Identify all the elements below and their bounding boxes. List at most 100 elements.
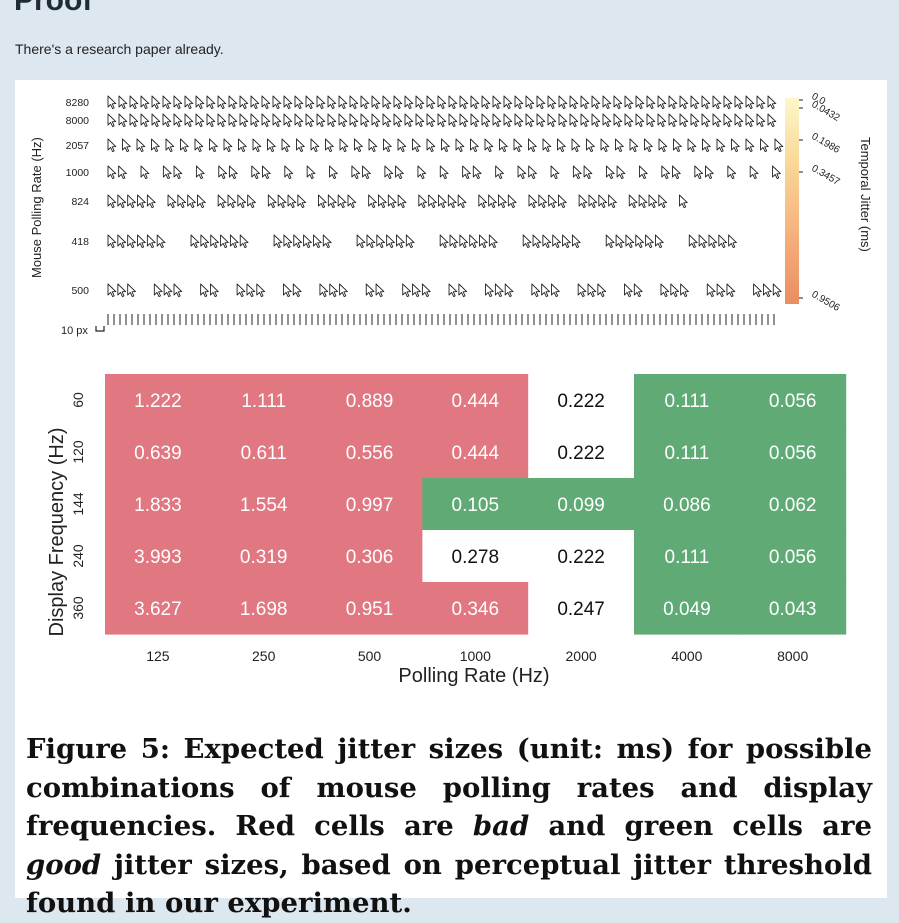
heatmap-cell [422,426,529,479]
polling-rate-tick-label: 824 [71,196,89,208]
heatmap-cell-value: 0.049 [663,599,711,620]
cursor-plot: Mouse Polling Rate (Hz) 8280 8000 2057 1000… [29,91,873,337]
heatmap-cell-value: 0.444 [452,391,500,412]
heatmap-cell-value: 1.833 [134,495,182,516]
heatmap-cell-value: 0.556 [346,443,394,464]
heatmap-cell [316,530,423,583]
heatmap-cell [739,426,847,479]
heatmap-cell [634,530,741,583]
heatmap-cell [105,530,212,583]
heatmap-cell [528,478,635,531]
caption-good-word: good [26,848,102,881]
heatmap-cell [105,374,212,427]
heatmap-y-tick-label: 360 [70,596,86,620]
heatmap-cell [316,582,423,635]
heatmap-cell [210,530,318,583]
intro-text: There's a research paper already. [15,41,224,57]
heatmap-cell-value: 0.951 [346,599,394,620]
heatmap-cell [210,374,318,427]
heatmap-cell [105,582,212,635]
heatmap-x-tick-label: 125 [146,648,170,664]
page-title: Proof [14,0,93,17]
jitter-heatmap: 1.222 1.111 0.889 0.444 0.222 0.111 0.056 0.639… [46,374,847,687]
heatmap-cell-value: 1.698 [240,599,288,620]
heatmap-cell-value: 0.889 [346,391,394,412]
heatmap-cell-value: 0.222 [557,391,605,412]
colorbar-label: Temporal Jitter (ms) [858,137,873,252]
heatmap-x-tick-label: 4000 [671,648,702,664]
heatmap-cell [528,426,635,479]
heatmap-x-tick-label: 1000 [460,648,491,664]
scale-bar [95,326,105,332]
heatmap-x-tick-label: 2000 [566,648,597,664]
polling-rate-axis-label: Mouse Polling Rate (Hz) [29,137,44,278]
heatmap-y-tick-label: 240 [70,544,86,568]
heatmap-cell-value: 0.222 [557,443,605,464]
heatmap-cell [739,374,847,427]
heatmap-cell-value: 0.247 [557,599,605,620]
heatmap-cell [105,478,212,531]
heatmap-cell [739,478,847,531]
heatmap-y-axis-label: Display Frequency (Hz) [46,428,68,637]
heatmap-cell-value: 0.639 [134,443,182,464]
scale-bar-label: 10 px [61,325,88,337]
polling-rate-tick-label: 2057 [66,140,90,152]
heatmap-cell [739,582,847,635]
heatmap-cell [105,426,212,479]
heatmap-x-tick-label: 500 [358,648,382,664]
heatmap-cell [210,478,318,531]
heatmap-cell [528,374,635,427]
polling-rate-tick-label: 418 [71,236,89,248]
heatmap-cell [634,374,741,427]
heatmap-cell-value: 1.111 [241,391,286,412]
heatmap-y-tick-label: 144 [70,492,86,516]
heatmap-cell-value: 0.306 [346,547,394,568]
heatmap-cell-value: 0.346 [452,599,500,620]
heatmap-cell-value: 0.111 [665,391,710,412]
heatmap-cell-value: 0.611 [241,443,287,464]
polling-rate-tick-label: 500 [71,285,89,297]
heatmap-cell-value: 0.222 [557,547,605,568]
heatmap-cell-value: 1.222 [134,391,182,412]
heatmap-x-tick-label: 250 [252,648,276,664]
heatmap-cell-value: 1.554 [240,495,288,516]
figure-caption: Figure 5: Expected jitter sizes (unit: m… [26,730,872,923]
heatmap-y-tick-label: 120 [70,440,86,464]
heatmap-cell-value: 0.086 [663,495,711,516]
heatmap-cell-value: 0.444 [452,443,500,464]
heatmap-cell [528,582,635,635]
heatmap-cell-value: 3.993 [134,547,182,568]
heatmap-cell-value: 0.056 [769,547,817,568]
heatmap-cell [422,530,529,583]
heatmap-cell [634,582,741,635]
heatmap-cell [422,374,529,427]
heatmap-cell [634,426,741,479]
heatmap-cell [316,374,423,427]
heatmap-cell-value: 0.111 [665,443,710,464]
figure-card: Mouse Polling Rate (Hz) 8280 8000 2057 1000… [15,80,887,919]
caption-part-2: and green cells are [529,810,872,842]
heatmap-cell-value: 0.319 [240,547,288,568]
heatmap-y-tick-label: 60 [70,392,86,408]
polling-rate-tick-label: 8280 [66,97,90,109]
heatmap-cell-value: 0.105 [452,495,500,516]
heatmap-cell-value: 0.056 [769,391,817,412]
heatmap-cell [528,530,635,583]
heatmap-cell [739,530,847,583]
caption-bad-word: bad [472,810,530,842]
heatmap-cell [422,478,529,531]
caption-part-1: Figure 5: Expected jitter sizes (unit: m… [26,733,872,842]
heatmap-cell [316,478,423,531]
heatmap-cell-value: 0.056 [769,443,817,464]
heatmap-cell-value: 0.111 [665,547,710,568]
heatmap-cell-value: 0.062 [769,495,817,516]
heatmap-cell-value: 0.278 [452,547,500,568]
heatmap-cell [422,582,529,635]
polling-rate-tick-label: 8000 [66,115,90,127]
heatmap-cell [210,582,318,635]
heatmap-cell-value: 0.099 [557,495,605,516]
heatmap-x-axis-label: Polling Rate (Hz) [398,665,549,687]
heatmap-cell-value: 0.997 [346,495,394,516]
heatmap-cell-value: 3.627 [134,599,182,620]
caption-part-3: jitter sizes, based on perceptual jitter… [26,848,872,920]
